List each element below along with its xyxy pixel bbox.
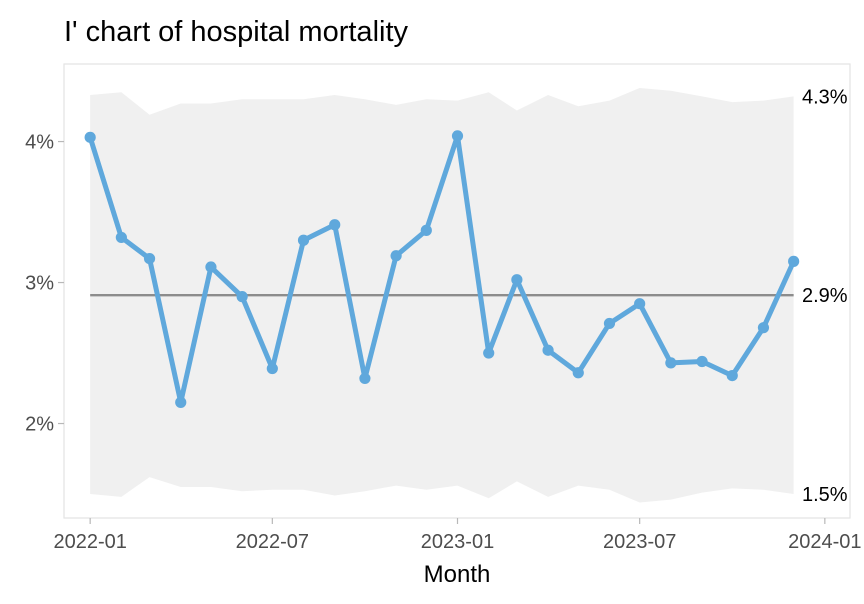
data-point (143, 252, 156, 265)
x-axis-title: Month (424, 561, 491, 588)
limit-label-lower: 1.5% (802, 484, 848, 506)
data-point (726, 369, 738, 382)
data-point (665, 357, 677, 369)
limit-label-center: 2.9% (802, 285, 848, 307)
data-point (603, 317, 616, 330)
x-tick-label: 2023-07 (603, 531, 676, 553)
data-point (175, 396, 187, 408)
data-point (757, 322, 770, 334)
data-point (542, 344, 554, 356)
x-tick-label: 2024-01 (788, 531, 861, 553)
limit-labels: 4.3% 2.9% 1.5% (802, 86, 848, 506)
data-point (390, 250, 402, 262)
data-point (84, 131, 96, 143)
y-axis: 2% 3% 4% (25, 132, 64, 436)
data-point (696, 355, 708, 368)
data-point (634, 298, 646, 310)
data-point (483, 347, 495, 359)
x-tick-label: 2022-07 (236, 531, 309, 553)
data-point (420, 224, 432, 236)
series-group (84, 130, 800, 408)
x-axis: 2022-01 2022-07 2023-01 2023-07 2024-01 (53, 518, 862, 553)
data-point (359, 372, 371, 385)
data-point (297, 234, 310, 246)
y-tick-label: 2% (25, 414, 54, 436)
data-point (451, 130, 464, 142)
data-point (329, 219, 341, 231)
x-tick-label: 2023-01 (421, 531, 494, 553)
data-point (788, 255, 800, 267)
data-point (511, 274, 523, 286)
data-point (205, 261, 217, 273)
x-tick-label: 2022-01 (53, 531, 126, 553)
data-point (572, 367, 584, 379)
y-tick-label: 4% (25, 132, 54, 154)
y-tick-label: 3% (25, 273, 54, 295)
limit-label-upper: 4.3% (802, 86, 848, 108)
data-point (266, 362, 278, 375)
data-point (236, 291, 248, 303)
data-point (115, 231, 127, 244)
chart-title: I' chart of hospital mortality (64, 16, 409, 48)
